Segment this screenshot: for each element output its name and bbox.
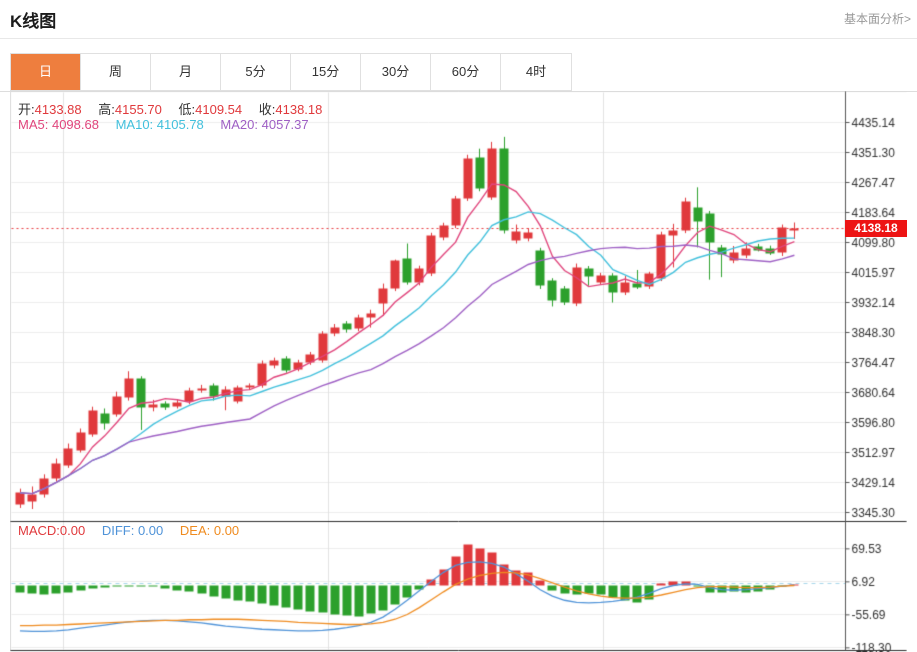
dea-value: 0.00: [213, 523, 240, 538]
close-value: 4138.18: [275, 102, 323, 117]
ohlc-high: 高:4155.70: [98, 102, 162, 117]
tab-month[interactable]: 月: [151, 54, 221, 90]
diff-value: 0.00: [137, 523, 164, 538]
ohlc-low: 低:4109.54: [179, 102, 243, 117]
ma10-value: 4105.78: [156, 117, 204, 132]
tab-day[interactable]: 日: [11, 54, 81, 90]
low-label: 低:: [178, 102, 196, 117]
macd-group: MACD:0.00: [18, 523, 85, 538]
ma10-label: MA10:: [115, 117, 154, 132]
fundamental-analysis-link[interactable]: 基本面分析>: [843, 12, 911, 26]
tab-4hour[interactable]: 4时: [501, 54, 571, 90]
open-label: 开:: [18, 102, 35, 117]
tab-week[interactable]: 周: [81, 54, 151, 90]
macd-info-row: MACD:0.00 DIFF: 0.00 DEA: 0.00: [18, 523, 252, 538]
diff-label: DIFF:: [101, 523, 135, 538]
tab-15min[interactable]: 15分: [291, 54, 361, 90]
tab-5min[interactable]: 5分: [221, 54, 291, 90]
ma20-label: MA20:: [220, 117, 258, 132]
ma10-group: MA10: 4105.78: [116, 117, 204, 132]
tab-60min[interactable]: 60分: [431, 54, 501, 90]
macd-label: MACD:: [18, 523, 60, 538]
ma5-value: 4098.68: [51, 117, 99, 132]
ma20-group: MA20: 4057.37: [220, 117, 308, 132]
ma20-value: 4057.37: [261, 117, 309, 132]
kline-chart-canvas[interactable]: [10, 91, 907, 652]
header-divider: [0, 38, 917, 39]
ma5-label: MA5:: [18, 117, 49, 132]
close-label: 收:: [258, 102, 276, 117]
macd-value: 0.00: [59, 523, 86, 538]
open-value: 4133.88: [34, 102, 82, 117]
page-title: K线图: [10, 12, 57, 31]
period-tabbar: 日 周 月 5分 15分 30分 60分 4时: [10, 53, 572, 91]
ma5-group: MA5: 4098.68: [18, 117, 99, 132]
ohlc-info-row: 开:4133.88 高:4155.70 低:4109.54 收:4138.18: [18, 99, 335, 118]
diff-group: DIFF: 0.00: [102, 523, 163, 538]
dea-label: DEA:: [179, 523, 211, 538]
low-value: 4109.54: [195, 102, 243, 117]
ma-info-row: MA5: 4098.68 MA10: 4105.78 MA20: 4057.37: [18, 117, 322, 132]
last-price-badge: 4138.18: [845, 220, 907, 237]
dea-group: DEA: 0.00: [180, 523, 239, 538]
ohlc-open: 开:4133.88: [18, 102, 82, 117]
ohlc-close: 收:4138.18: [259, 102, 323, 117]
high-value: 4155.70: [114, 102, 162, 117]
tab-30min[interactable]: 30分: [361, 54, 431, 90]
high-label: 高:: [98, 102, 115, 117]
